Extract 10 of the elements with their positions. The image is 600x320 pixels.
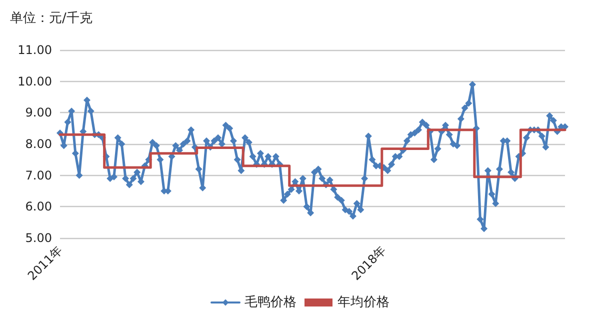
legend-label: 年均价格: [338, 295, 390, 310]
y-tick-label: 7.00: [25, 168, 52, 182]
y-axis-title: 单位：元/千克: [10, 11, 92, 26]
y-tick-label: 9.00: [25, 106, 52, 120]
y-tick-label: 10.00: [18, 74, 52, 88]
legend-label: 毛鸭价格: [244, 295, 296, 310]
y-tick-label: 8.00: [25, 137, 52, 151]
y-tick-label: 5.00: [25, 231, 52, 245]
y-tick-label: 11.00: [18, 43, 52, 57]
y-tick-label: 6.00: [25, 200, 52, 214]
